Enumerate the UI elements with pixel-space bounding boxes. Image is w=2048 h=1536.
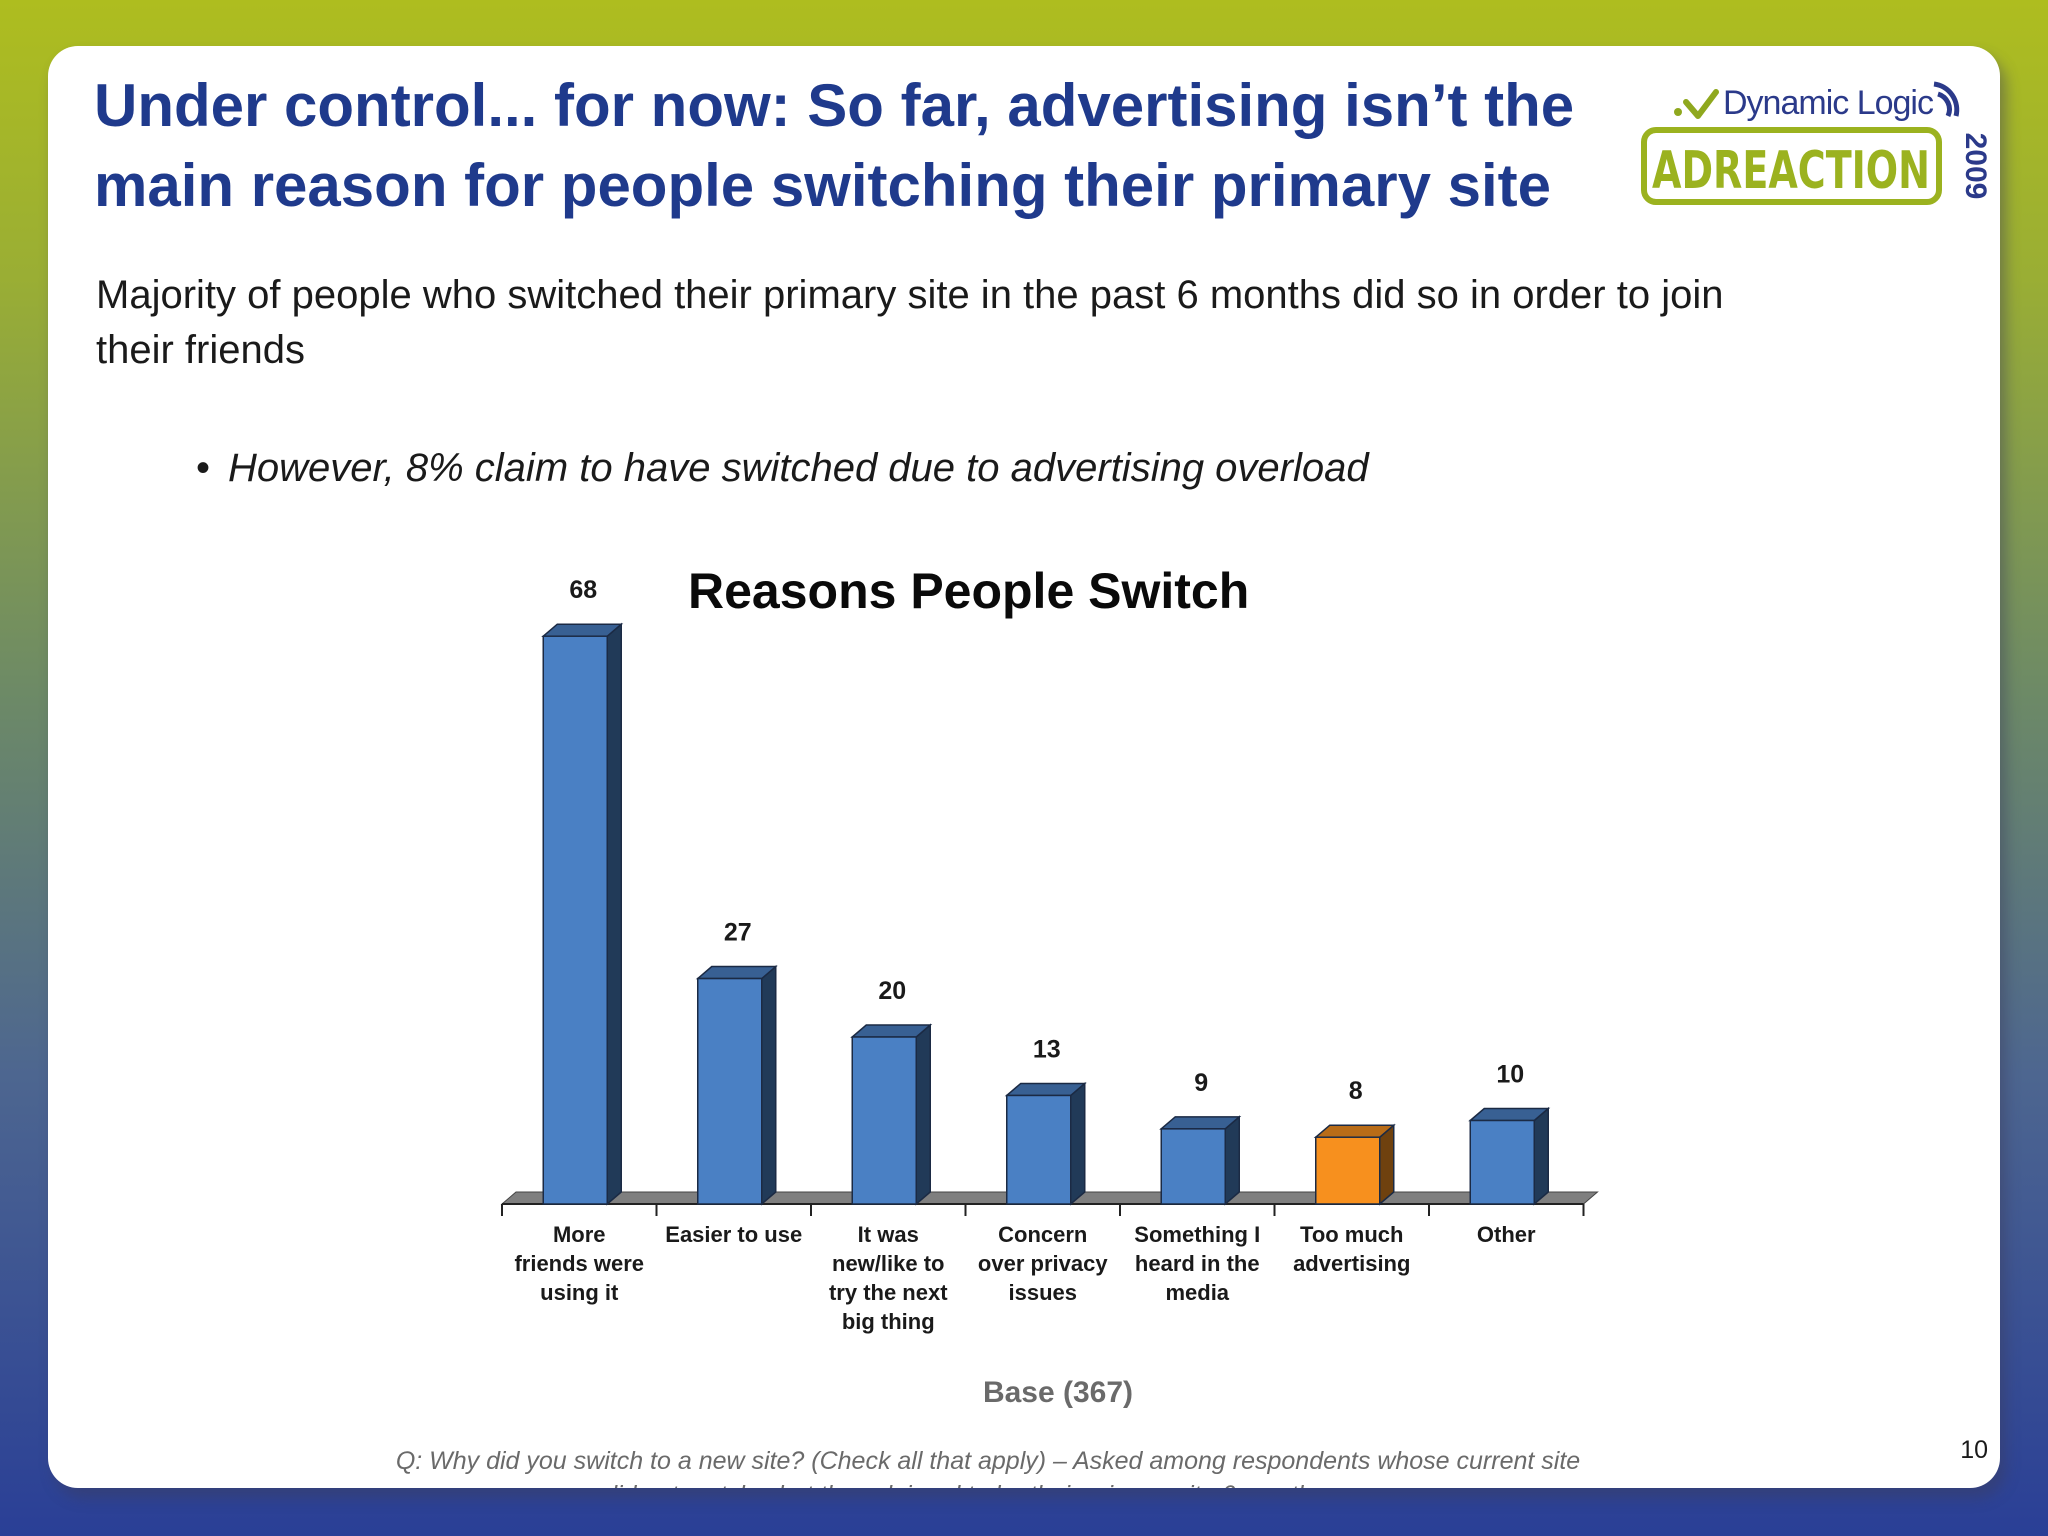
chart-title: Reasons People Switch <box>688 563 1250 619</box>
slide-title: Under control... for now: So far, advert… <box>94 66 1654 226</box>
bullet-point: • However, 8% claim to have switched due … <box>196 444 1796 492</box>
data-label: 68 <box>569 576 597 604</box>
data-label: 10 <box>1496 1061 1524 1089</box>
bar-side <box>915 1023 931 1206</box>
lede-line-1: Majority of people who switched their pr… <box>96 273 1724 317</box>
category-label: issues <box>1009 1280 1078 1305</box>
bar-side <box>761 964 777 1206</box>
lede-text: Majority of people who switched their pr… <box>96 268 1896 378</box>
bar <box>1315 1136 1381 1205</box>
bullet-icon: • <box>196 446 211 490</box>
category-label: media <box>1165 1280 1229 1305</box>
category-label: using it <box>540 1280 619 1305</box>
bar-side <box>1070 1081 1086 1206</box>
bar <box>542 635 608 1205</box>
bar-side <box>1379 1123 1395 1206</box>
base-label: Base (367) <box>982 1376 1134 1409</box>
category-label: Other <box>1477 1222 1536 1247</box>
bar-side <box>1224 1115 1240 1206</box>
page-number: 10 <box>1960 1436 1988 1464</box>
bar <box>1006 1094 1072 1205</box>
bar-top <box>1313 1124 1396 1138</box>
lede-line-2: their friends <box>96 328 305 372</box>
category-label: Too much <box>1300 1222 1403 1247</box>
bar <box>1160 1128 1226 1205</box>
category-label: Concern <box>998 1222 1087 1247</box>
data-label: 8 <box>1349 1077 1363 1105</box>
bar-top <box>1468 1107 1551 1122</box>
bar-top <box>1004 1082 1087 1097</box>
bar-chart: 68 More friends were using it 27 Easier to us… <box>500 576 1599 1334</box>
category-label: advertising <box>1293 1251 1410 1276</box>
category-label: friends were <box>514 1251 644 1276</box>
bar-top <box>1159 1116 1242 1130</box>
bullet-text: However, 8% claim to have switched due t… <box>228 446 1369 490</box>
category-label: big thing <box>842 1309 935 1334</box>
data-label: 9 <box>1194 1069 1208 1097</box>
data-label: 13 <box>1033 1035 1061 1063</box>
title-line-2: main reason for people switching their p… <box>94 152 1552 219</box>
slide: Under control... for now: So far, advert… <box>48 46 2000 1488</box>
bar <box>851 1036 917 1205</box>
category-label: try the next <box>829 1280 948 1305</box>
logo-brand: Dynamic Logic <box>1723 84 1934 122</box>
category-label: It was <box>858 1222 919 1247</box>
bar <box>1469 1119 1535 1205</box>
data-label: 27 <box>724 919 752 947</box>
bar-top <box>695 965 778 980</box>
bar-top <box>850 1024 933 1038</box>
footnote-line-2: did not match what they claimed to be th… <box>348 1478 1628 1488</box>
bar-side <box>606 622 622 1206</box>
category-label: over privacy <box>978 1251 1108 1276</box>
bar-top <box>541 623 624 637</box>
category-label: Easier to use <box>665 1222 802 1247</box>
category-label: new/like to <box>832 1251 944 1276</box>
logo-product: ADREACTION <box>1652 141 1930 201</box>
title-line-1: Under control... for now: So far, advert… <box>94 72 1575 139</box>
data-label: 20 <box>878 977 906 1005</box>
logo-year: 2009 <box>1959 133 1988 200</box>
category-label: More <box>553 1222 606 1247</box>
footnote: Q: Why did you switch to a new site? (Ch… <box>348 1444 1628 1488</box>
footnote-line-1: Q: Why did you switch to a new site? (Ch… <box>395 1447 1581 1475</box>
dynamic-logic-adreaction-logo: Dynamic Logic ADREACTION 2009 <box>1641 81 1988 205</box>
category-label: heard in the <box>1135 1251 1260 1276</box>
bar <box>697 977 763 1205</box>
category-label: Something I <box>1134 1222 1260 1247</box>
bar-side <box>1533 1106 1549 1206</box>
